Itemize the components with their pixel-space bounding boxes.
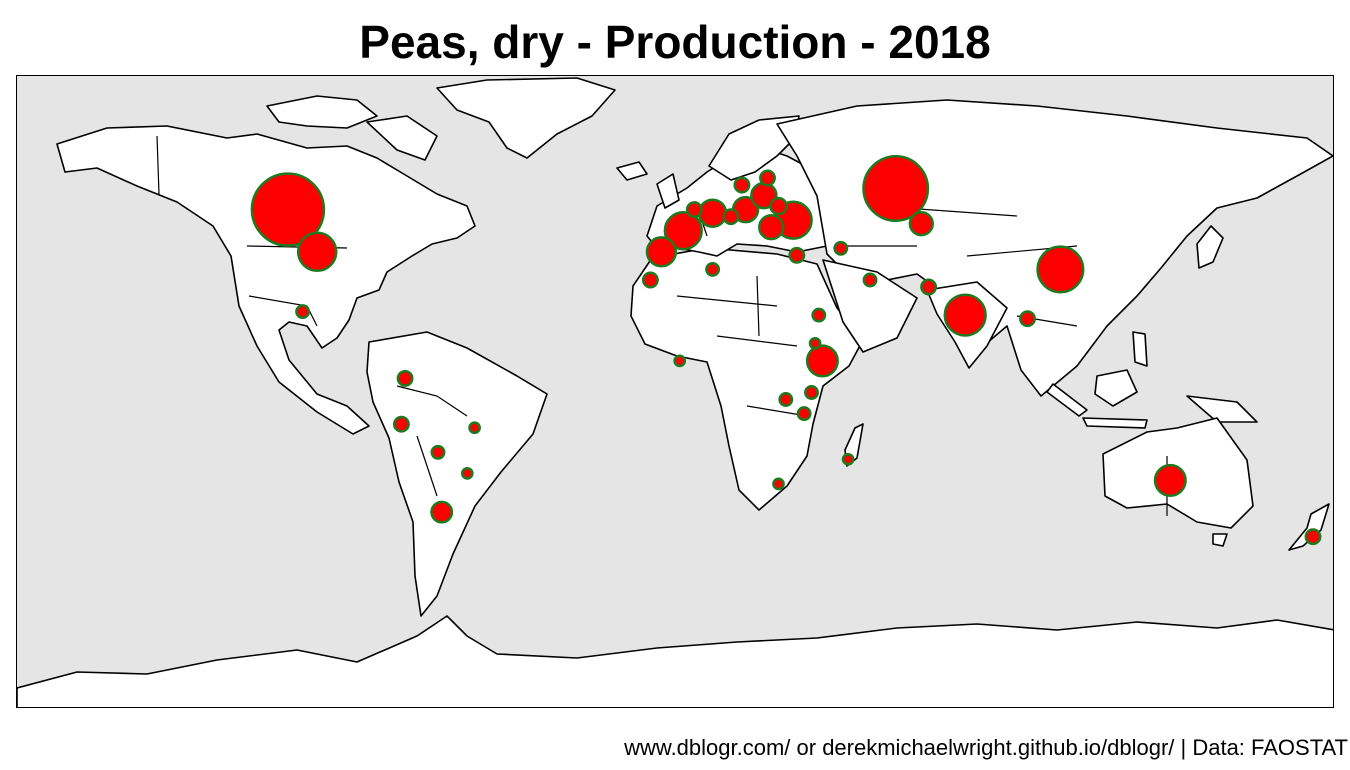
british-isles xyxy=(656,173,680,209)
tasmania xyxy=(1212,533,1228,547)
production-bubble xyxy=(1019,310,1036,328)
production-bubble xyxy=(722,208,740,226)
production-bubble xyxy=(808,336,822,350)
production-bubble xyxy=(645,236,678,268)
map-panel xyxy=(16,75,1334,708)
production-bubble xyxy=(460,467,474,480)
world-map xyxy=(17,77,1333,707)
production-bubble xyxy=(833,240,849,256)
production-bubble xyxy=(920,278,938,296)
production-bubble xyxy=(663,211,703,251)
production-bubble xyxy=(705,261,721,277)
production-bubble xyxy=(796,406,812,422)
production-bubble xyxy=(468,421,481,435)
production-bubble xyxy=(804,385,819,400)
production-bubble xyxy=(296,231,338,273)
iceland xyxy=(616,161,648,181)
land-layer xyxy=(17,77,1333,707)
production-bubble xyxy=(811,307,827,323)
production-bubble xyxy=(778,392,794,407)
baffin-island xyxy=(366,115,438,161)
production-bubble xyxy=(685,201,703,219)
production-bubble xyxy=(908,211,934,237)
production-bubble xyxy=(862,272,878,288)
production-bubble xyxy=(396,369,414,387)
source-caption: www.dblogr.com/ or derekmichaelwright.gi… xyxy=(624,735,1348,760)
production-bubble xyxy=(805,344,839,378)
africa xyxy=(630,247,864,511)
sumatra xyxy=(1046,383,1088,417)
production-bubble xyxy=(641,271,659,289)
production-bubble xyxy=(1153,463,1187,497)
new-guinea xyxy=(1186,395,1258,423)
map-title: Peas, dry - Production - 2018 xyxy=(359,16,991,68)
borneo xyxy=(1094,369,1138,407)
north-america xyxy=(56,125,476,435)
production-bubble xyxy=(392,415,410,433)
production-bubble xyxy=(772,477,785,491)
production-bubble xyxy=(733,176,751,194)
production-bubble xyxy=(295,304,311,320)
japan xyxy=(1196,225,1224,269)
philippines xyxy=(1132,331,1148,367)
production-bubble xyxy=(1036,245,1085,294)
antarctica xyxy=(17,615,1333,707)
production-bubble xyxy=(841,452,855,466)
production-bubble xyxy=(758,214,785,241)
production-bubble xyxy=(430,444,446,460)
arctic-islands xyxy=(266,95,378,129)
south-america xyxy=(366,331,548,617)
arabia xyxy=(822,259,918,353)
new-zealand xyxy=(1288,503,1330,551)
production-bubble xyxy=(697,198,728,228)
production-bubble xyxy=(673,354,687,368)
production-bubbles xyxy=(250,155,1322,546)
production-bubble xyxy=(250,172,326,247)
production-bubble xyxy=(430,500,454,524)
java xyxy=(1082,417,1148,429)
production-bubble xyxy=(788,246,806,264)
production-bubble xyxy=(862,155,930,222)
production-bubble xyxy=(1304,528,1322,546)
production-bubble xyxy=(769,196,788,216)
production-bubble xyxy=(759,169,776,187)
production-bubble xyxy=(943,293,987,337)
greenland xyxy=(436,77,616,159)
